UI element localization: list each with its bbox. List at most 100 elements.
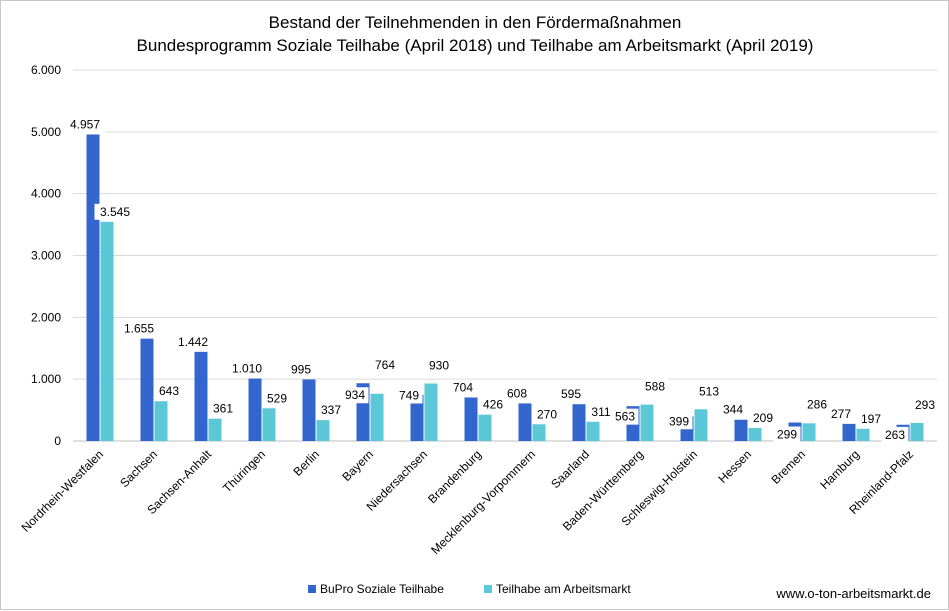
- data-label-bupro: 399: [669, 414, 689, 428]
- data-label-teilhabe: 930: [429, 358, 449, 372]
- data-label-teilhabe-bg: [263, 390, 291, 407]
- data-label-bupro: 934: [345, 388, 365, 402]
- bar-bupro: [734, 419, 748, 441]
- legend-swatch-teilhabe: [484, 585, 492, 593]
- y-tick-label: 4.000: [31, 187, 61, 201]
- bar-bupro: [464, 397, 478, 441]
- bar-teilhabe: [694, 409, 708, 441]
- bar-bupro: [572, 404, 586, 441]
- data-label-bupro: 1.010: [232, 362, 262, 376]
- data-label-teilhabe-bg: [94, 203, 136, 220]
- x-tick-label: Bremen: [769, 447, 809, 487]
- bar-teilhabe: [424, 383, 438, 441]
- bar-teilhabe: [910, 422, 924, 441]
- data-label-teilhabe: 361: [213, 402, 233, 416]
- data-label-bupro-bg: [611, 408, 639, 425]
- data-label-teilhabe-bg: [209, 400, 237, 417]
- bar-bupro: [248, 378, 262, 441]
- x-tick-label: Nordrhein-Westfalen: [19, 447, 107, 535]
- bar-teilhabe: [262, 408, 276, 441]
- bar-teilhabe: [748, 428, 762, 441]
- data-label-teilhabe-bg: [695, 383, 723, 400]
- data-label-teilhabe: 286: [807, 398, 827, 412]
- data-label-bupro: 277: [831, 407, 851, 421]
- y-tick-label: 5.000: [31, 125, 61, 139]
- bar-bupro: [86, 134, 100, 441]
- y-tick-label: 1.000: [31, 372, 61, 386]
- data-label-bupro: 595: [561, 387, 581, 401]
- bar-bupro: [140, 338, 154, 441]
- x-tick-label: Sachsen: [117, 447, 160, 490]
- x-tick-label: Bayern: [339, 447, 376, 484]
- data-label-bupro-bg: [665, 413, 693, 430]
- data-label-teilhabe: 209: [753, 411, 773, 425]
- bar-teilhabe: [478, 414, 492, 441]
- chart-title-line-2: Bundesprogramm Soziale Teilhabe (April 2…: [137, 36, 814, 55]
- data-label-teilhabe-bg: [641, 378, 669, 395]
- x-tick-label: Mecklenburg-Vorpommern: [428, 447, 538, 557]
- x-tick-label: Brandenburg: [425, 447, 484, 506]
- data-label-bupro: 299: [777, 428, 797, 442]
- data-label-teilhabe-bg: [155, 383, 183, 400]
- x-axis: Nordrhein-Westfalen SachsenSachsen-Anhalt…: [19, 447, 917, 557]
- bar-teilhabe: [316, 420, 330, 441]
- data-label-bupro: 749: [399, 388, 419, 402]
- legend-swatch-bupro: [308, 585, 316, 593]
- bar-bupro: [842, 423, 856, 441]
- bar-teilhabe: [208, 418, 222, 441]
- legend: BuPro Soziale Teilhabe Teilhabe am Arbei…: [308, 582, 631, 596]
- bar-teilhabe: [370, 393, 384, 441]
- data-label-teilhabe-bg: [857, 410, 885, 427]
- data-label-bupro-bg: [773, 426, 801, 443]
- bar-teilhabe: [154, 401, 168, 441]
- x-tick-label: Hessen: [715, 447, 754, 486]
- bar-teilhabe: [532, 424, 546, 441]
- data-label-teilhabe: 337: [321, 403, 341, 417]
- data-label-teilhabe-bg: [425, 357, 453, 374]
- data-label-bupro-bg: [118, 320, 160, 337]
- y-tick-label: 6.000: [31, 63, 61, 77]
- data-label-bupro-bg: [287, 361, 315, 378]
- data-label-teilhabe-bg: [371, 357, 399, 374]
- data-label-bupro-bg: [64, 116, 106, 133]
- data-label-teilhabe-bg: [911, 396, 939, 413]
- data-label-bupro: 344: [723, 403, 743, 417]
- data-label-teilhabe: 3.545: [100, 205, 130, 219]
- legend-label-teilhabe: Teilhabe am Arbeitsmarkt: [496, 582, 631, 596]
- x-tick-label: Hamburg: [817, 447, 862, 492]
- gridlines: [73, 69, 937, 442]
- bar-teilhabe: [802, 423, 816, 441]
- x-tick-label: Berlin: [291, 447, 323, 479]
- data-label-teilhabe: 764: [375, 358, 395, 372]
- data-label-bupro: 995: [291, 362, 311, 376]
- data-label-bupro: 4.957: [70, 117, 100, 131]
- data-label-bupro: 608: [507, 386, 527, 400]
- y-tick-label: 0: [54, 434, 61, 448]
- x-tick-label: Saarland: [548, 447, 592, 491]
- data-label-bupro-bg: [719, 401, 747, 418]
- y-tick-label: 2.000: [31, 310, 61, 324]
- data-label-bupro-bg: [503, 385, 531, 402]
- data-label-bupro: 1.655: [124, 322, 154, 336]
- bar-teilhabe: [586, 421, 600, 441]
- bar-teilhabe: [640, 404, 654, 441]
- legend-label-bupro: BuPro Soziale Teilhabe: [320, 582, 444, 596]
- data-label-bupro: 263: [885, 428, 905, 442]
- bar-bupro: [410, 394, 424, 441]
- data-label-teilhabe: 529: [267, 391, 287, 405]
- data-label-teilhabe: 426: [483, 398, 503, 412]
- source-label: www.o-ton-arbeitsmarkt.de: [775, 586, 931, 601]
- bar-bupro: [302, 379, 316, 441]
- data-labels: 4.957 3.545 1.655 643 1.442 361 1.010 529 995 337…: [64, 116, 939, 443]
- y-tick-label: 3.000: [31, 249, 61, 263]
- bar-teilhabe: [100, 221, 114, 441]
- data-label-teilhabe-bg: [317, 402, 345, 419]
- bar-bupro: [518, 403, 532, 441]
- bar-bupro: [194, 351, 208, 441]
- data-label-teilhabe-bg: [479, 396, 507, 413]
- data-label-bupro-bg: [226, 360, 268, 377]
- data-label-teilhabe: 513: [699, 384, 719, 398]
- data-label-teilhabe: 588: [645, 380, 665, 394]
